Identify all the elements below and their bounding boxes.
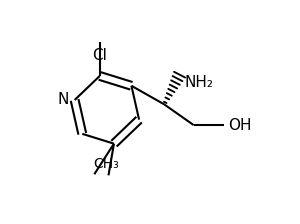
Text: N: N xyxy=(58,93,69,108)
Text: OH: OH xyxy=(228,118,252,133)
Text: CH₃: CH₃ xyxy=(93,157,119,171)
Text: NH₂: NH₂ xyxy=(185,75,214,90)
Text: Cl: Cl xyxy=(92,47,107,62)
